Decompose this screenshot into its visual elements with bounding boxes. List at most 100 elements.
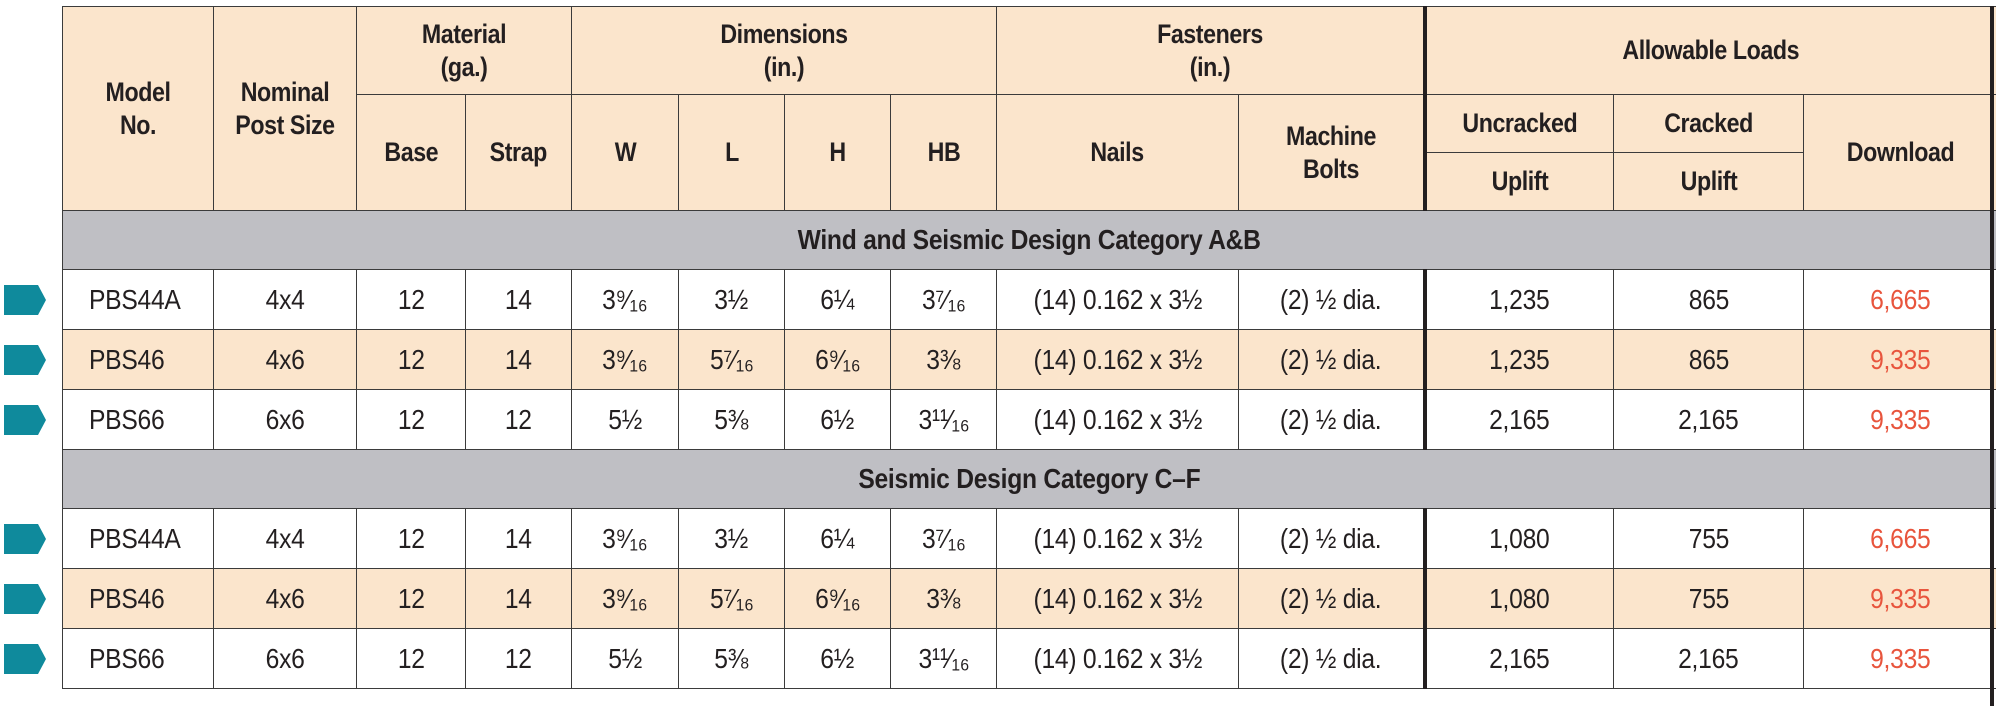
download-cell: 9,335 [1803, 568, 1996, 629]
header-dim-l: L [678, 94, 785, 211]
dim-w-cell: 3⁹⁄₁₆ [571, 568, 679, 629]
header-material-base: Base [356, 94, 466, 211]
post-size-cell: 6x6 [213, 628, 357, 689]
download-cell: 9,335 [1803, 628, 1996, 689]
dim-w-cell: 5½ [571, 389, 679, 450]
nails-cell: (14) 0.162 x 3½ [996, 508, 1239, 569]
post-size-cell: 6x6 [213, 389, 357, 450]
table-row: PBS66 6x6 12 12 5½ 5⅜ 6½ 3¹¹⁄₁₆ (14) 0.162 x 3½(… [62, 628, 1996, 689]
material-strap-cell: 14 [465, 269, 572, 330]
dim-hb-cell: 3¹¹⁄₁₆ [890, 389, 997, 450]
machine-bolts-cell: (2) ½ dia. [1238, 269, 1425, 330]
header-material-strap: Strap [465, 94, 572, 211]
model-cell: PBS44A [62, 508, 214, 569]
pentagon-arrow-icon [4, 523, 46, 554]
material-base-cell: 12 [356, 568, 466, 629]
dim-w-cell: 3⁹⁄₁₆ [571, 269, 679, 330]
section-header-row: Seismic Design Category C–F [62, 449, 1996, 509]
header-dim-w: W [571, 94, 679, 211]
section-header-row: Wind and Seismic Design Category A&B [62, 210, 1996, 270]
section-title: Seismic Design Category C–F [62, 449, 1996, 509]
pentagon-arrow-icon [4, 583, 46, 614]
cracked-uplift-cell: 2,165 [1613, 389, 1804, 450]
model-cell: PBS44A [62, 269, 214, 330]
material-strap-cell: 14 [465, 568, 572, 629]
post-size-cell: 4x4 [213, 269, 357, 330]
cracked-uplift-cell: 865 [1613, 329, 1804, 390]
table-row: PBS44A 4x4 12 14 3⁹⁄₁₆ 3½ 6¼ 3⁷⁄₁₆ (14) 0.162 x … [62, 269, 1996, 330]
uncracked-uplift-cell: 1,080 [1422, 568, 1614, 629]
dim-w-cell: 3⁹⁄₁₆ [571, 508, 679, 569]
material-strap-cell: 12 [465, 628, 572, 689]
machine-bolts-cell: (2) ½ dia. [1238, 389, 1425, 450]
cracked-uplift-cell: 865 [1613, 269, 1804, 330]
uncracked-uplift-cell: 2,165 [1422, 628, 1614, 689]
table-row: PBS46 4x6 12 14 3⁹⁄₁₆ 5⁷⁄₁₆ 6⁹⁄₁₆ 3⅜ (14) 0.162 … [62, 568, 1996, 629]
header-uncracked-uplift: Uplift [1422, 152, 1614, 211]
header-cracked: Cracked [1613, 94, 1804, 153]
post-size-cell: 4x6 [213, 329, 357, 390]
pentagon-arrow-icon [4, 643, 46, 674]
nails-cell: (14) 0.162 x 3½ [996, 389, 1239, 450]
download-cell: 6,665 [1803, 508, 1996, 569]
dim-l-cell: 5⁷⁄₁₆ [678, 329, 785, 390]
section-title: Wind and Seismic Design Category A&B [62, 210, 1996, 270]
table-row: PBS66 6x6 12 12 5½ 5⅜ 6½ 3¹¹⁄₁₆ (14) 0.162 x 3½(… [62, 389, 1996, 450]
cracked-uplift-cell: 755 [1613, 508, 1804, 569]
material-strap-cell: 14 [465, 329, 572, 390]
uncracked-uplift-cell: 1,235 [1422, 269, 1614, 330]
machine-bolts-cell: (2) ½ dia. [1238, 329, 1425, 390]
dim-w-cell: 3⁹⁄₁₆ [571, 329, 679, 390]
nails-cell: (14) 0.162 x 3½ [996, 628, 1239, 689]
dim-w-cell: 5½ [571, 628, 679, 689]
material-base-cell: 12 [356, 269, 466, 330]
table-right-edge [1990, 6, 1994, 706]
model-cell: PBS66 [62, 389, 214, 450]
material-base-cell: 12 [356, 508, 466, 569]
material-strap-cell: 14 [465, 508, 572, 569]
header-uncracked: Uncracked [1422, 94, 1614, 153]
dim-hb-cell: 3⅜ [890, 329, 997, 390]
dim-h-cell: 6⁹⁄₁₆ [784, 329, 891, 390]
pentagon-arrow-icon [4, 404, 46, 435]
header-allowable-loads: Allowable Loads [1422, 6, 1996, 95]
header-fastener-nails: Nails [996, 94, 1239, 211]
cracked-uplift-cell: 2,165 [1613, 628, 1804, 689]
allowable-loads-table: Model No. Nominal Post Size Material (ga… [62, 6, 1996, 689]
nails-cell: (14) 0.162 x 3½ [996, 269, 1239, 330]
dim-hb-cell: 3⅜ [890, 568, 997, 629]
header-fastener-machine-bolts: Machine Bolts [1238, 94, 1425, 211]
header-material: Material (ga.) [356, 6, 572, 95]
nails-cell: (14) 0.162 x 3½ [996, 568, 1239, 629]
dim-h-cell: 6½ [784, 628, 891, 689]
header-model-no: Model No. [62, 6, 214, 211]
dim-l-cell: 3½ [678, 269, 785, 330]
pentagon-arrow-icon [4, 284, 46, 315]
header-dim-h: H [784, 94, 891, 211]
cracked-uplift-cell: 755 [1613, 568, 1804, 629]
dim-l-cell: 5⅜ [678, 389, 785, 450]
table-row: PBS44A 4x4 12 14 3⁹⁄₁₆ 3½ 6¼ 3⁷⁄₁₆ (14) 0.162 x … [62, 508, 1996, 569]
header-nominal-post-size: Nominal Post Size [213, 6, 357, 211]
download-cell: 9,335 [1803, 389, 1996, 450]
download-cell: 9,335 [1803, 329, 1996, 390]
nails-cell: (14) 0.162 x 3½ [996, 329, 1239, 390]
header-fasteners: Fasteners (in.) [996, 6, 1425, 95]
uncracked-uplift-cell: 1,235 [1422, 329, 1614, 390]
header-cracked-uplift: Uplift [1613, 152, 1804, 211]
dim-l-cell: 5⁷⁄₁₆ [678, 568, 785, 629]
table-header: Model No. Nominal Post Size Material (ga… [62, 6, 1996, 211]
post-size-cell: 4x6 [213, 568, 357, 629]
table-body: Wind and Seismic Design Category A&B PBS4… [62, 210, 1996, 689]
header-download: Download [1803, 94, 1996, 211]
model-cell: PBS46 [62, 568, 214, 629]
post-size-cell: 4x4 [213, 508, 357, 569]
download-cell: 6,665 [1803, 269, 1996, 330]
uncracked-uplift-cell: 2,165 [1422, 389, 1614, 450]
machine-bolts-cell: (2) ½ dia. [1238, 508, 1425, 569]
machine-bolts-cell: (2) ½ dia. [1238, 628, 1425, 689]
dim-l-cell: 5⅜ [678, 628, 785, 689]
pentagon-arrow-icon [4, 344, 46, 375]
machine-bolts-cell: (2) ½ dia. [1238, 568, 1425, 629]
